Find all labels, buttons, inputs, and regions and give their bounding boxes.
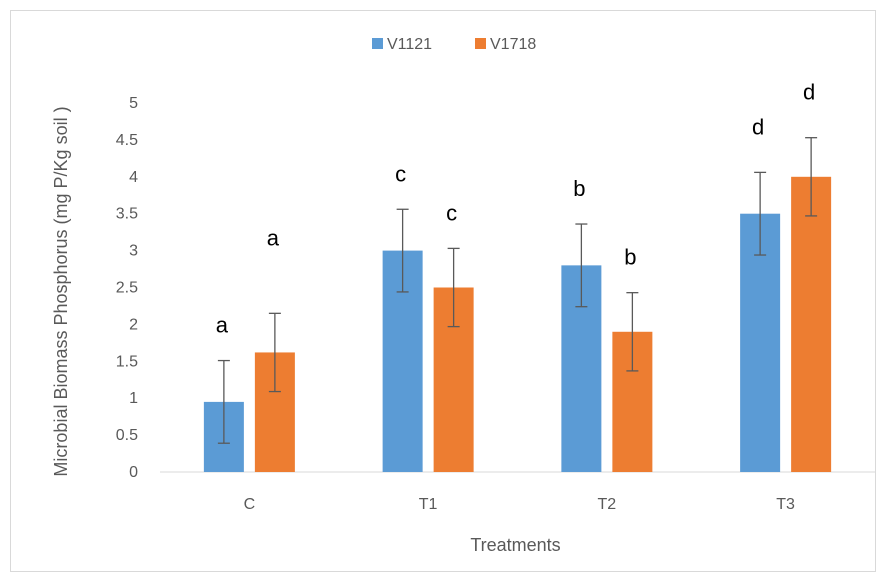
significance-letter: d	[803, 80, 815, 105]
significance-letter: a	[267, 225, 280, 250]
y-tick-label: 4	[129, 169, 138, 186]
significance-letter: a	[216, 313, 229, 338]
y-tick-label: 0.5	[116, 427, 138, 444]
y-axis-title: Microbial Biomass Phosphorus (mg P/Kg so…	[51, 106, 71, 476]
legend-swatch-V1121	[372, 38, 383, 49]
y-tick-label: 0	[129, 464, 138, 481]
y-tick-label: 3	[129, 243, 138, 260]
significance-letter: d	[752, 114, 764, 139]
bar-V1121-T3	[740, 213, 781, 472]
significance-letter: b	[624, 245, 636, 270]
y-tick-label: 1.5	[116, 353, 138, 370]
x-tick-label: C	[244, 496, 256, 513]
x-axis-title: Treatments	[470, 535, 560, 555]
legend-swatch-V1718	[475, 38, 486, 49]
x-tick-label: T2	[598, 496, 617, 513]
bar-V1718-T3	[791, 176, 832, 473]
x-tick-label: T1	[419, 496, 438, 513]
y-tick-label: 1	[129, 390, 138, 407]
y-tick-label: 3.5	[116, 206, 138, 223]
significance-letter: c	[446, 200, 457, 225]
x-tick-label: T3	[776, 496, 795, 513]
legend-label-V1718: V1718	[490, 36, 536, 53]
significance-letter: c	[395, 161, 406, 186]
y-tick-label: 5	[129, 95, 138, 112]
legend-label-V1121: V1121	[387, 36, 432, 53]
y-tick-label: 2	[129, 316, 138, 333]
y-tick-label: 4.5	[116, 132, 138, 149]
significance-letter: b	[573, 176, 585, 201]
y-tick-label: 2.5	[116, 280, 138, 297]
